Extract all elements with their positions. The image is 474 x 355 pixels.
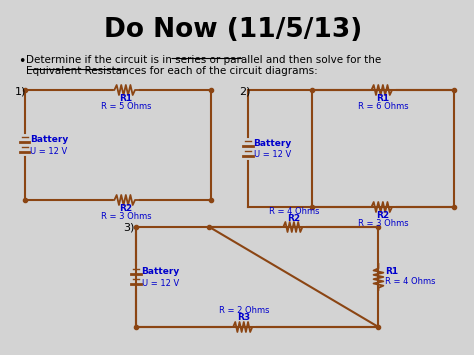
Text: 2): 2) <box>239 86 250 96</box>
Text: Battery: Battery <box>254 139 292 148</box>
Text: R2: R2 <box>119 204 132 213</box>
Text: R = 3 Ohms: R = 3 Ohms <box>100 212 151 221</box>
Text: R = 4 Ohms: R = 4 Ohms <box>269 207 319 216</box>
Text: R3: R3 <box>237 313 250 322</box>
Text: R2: R2 <box>287 214 301 223</box>
Text: R = 2 Ohms: R = 2 Ohms <box>219 306 269 315</box>
Text: R2: R2 <box>376 211 390 220</box>
Text: 1): 1) <box>15 86 26 96</box>
Text: R1: R1 <box>119 94 132 103</box>
Text: R = 6 Ohms: R = 6 Ohms <box>357 102 408 111</box>
Text: U = 12 V: U = 12 V <box>142 279 179 288</box>
Text: R = 3 Ohms: R = 3 Ohms <box>357 219 408 228</box>
Text: U = 12 V: U = 12 V <box>254 150 291 159</box>
Text: 3): 3) <box>123 223 134 233</box>
Text: R1: R1 <box>376 94 390 103</box>
Text: •: • <box>18 55 25 68</box>
Text: Battery: Battery <box>142 268 180 277</box>
Text: U = 12 V: U = 12 V <box>30 147 68 155</box>
Text: Determine if the circuit is in series or parallel and then solve for the: Determine if the circuit is in series or… <box>26 55 381 65</box>
Text: R1: R1 <box>385 268 399 277</box>
Text: R = 4 Ohms: R = 4 Ohms <box>385 278 436 286</box>
Text: R = 5 Ohms: R = 5 Ohms <box>100 102 151 111</box>
Text: Battery: Battery <box>30 136 69 144</box>
Text: Equivalent Resistances for each of the circuit diagrams:: Equivalent Resistances for each of the c… <box>26 66 317 76</box>
Text: Do Now (11/5/13): Do Now (11/5/13) <box>104 17 362 43</box>
